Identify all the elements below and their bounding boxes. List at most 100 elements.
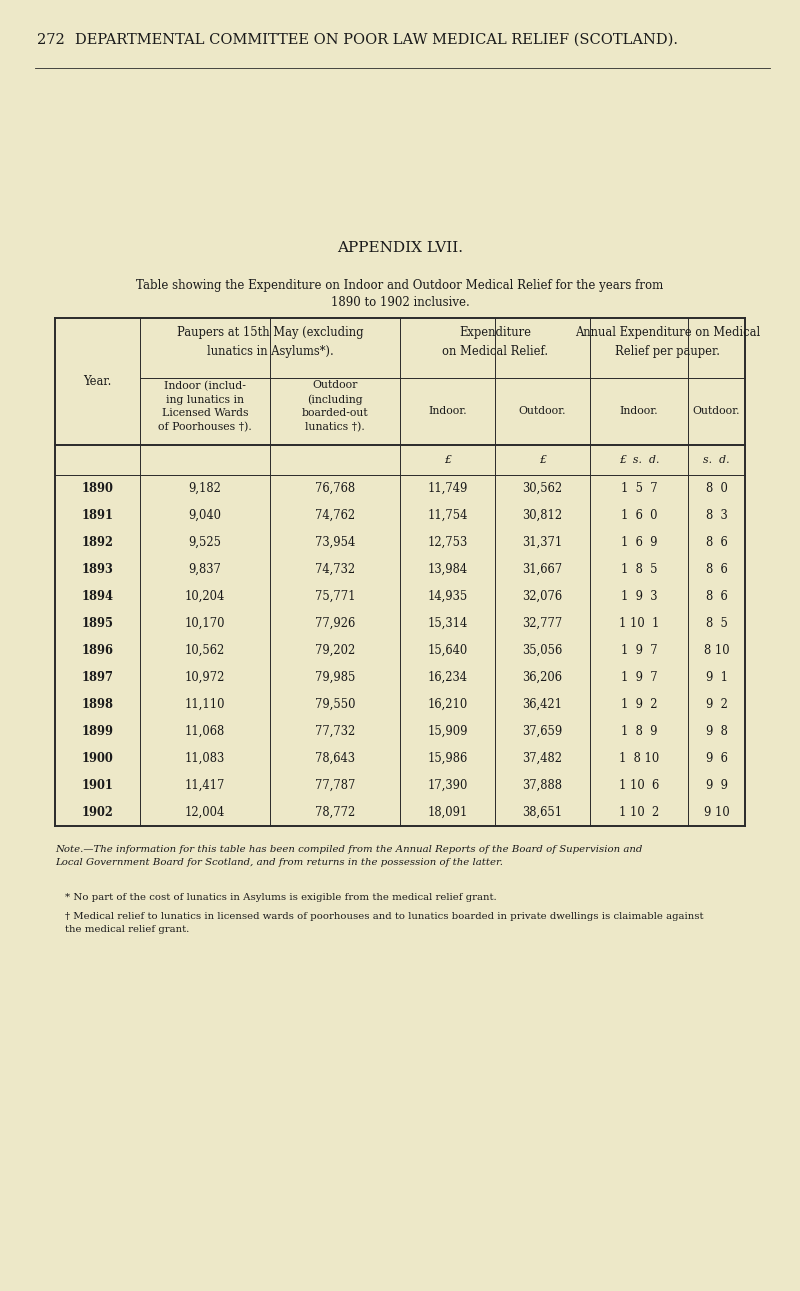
Text: 75,771: 75,771 — [314, 590, 355, 603]
Text: 1902: 1902 — [82, 806, 114, 818]
Text: 11,110: 11,110 — [185, 698, 226, 711]
Text: 1  8  9: 1 8 9 — [621, 726, 658, 738]
Text: 1 10  6: 1 10 6 — [619, 778, 659, 791]
Text: Indoor (includ-
ing lunatics in
Licensed Wards
of Poorhouses †).: Indoor (includ- ing lunatics in Licensed… — [158, 381, 252, 432]
Text: Annual Expenditure on Medical
Relief per pauper.: Annual Expenditure on Medical Relief per… — [575, 327, 760, 358]
Text: 38,651: 38,651 — [522, 806, 562, 818]
Text: 9 10: 9 10 — [704, 806, 730, 818]
Text: 9  8: 9 8 — [706, 726, 727, 738]
Text: 9  1: 9 1 — [706, 671, 727, 684]
Text: 14,935: 14,935 — [427, 590, 468, 603]
Text: 9  6: 9 6 — [706, 751, 727, 766]
Text: 8 10: 8 10 — [704, 644, 730, 657]
Text: 10,972: 10,972 — [185, 671, 225, 684]
Text: Table showing the Expenditure on Indoor and Outdoor Medical Relief for the years: Table showing the Expenditure on Indoor … — [136, 279, 664, 292]
Text: Note.—The information for this table has been compiled from the Annual Reports o: Note.—The information for this table has… — [55, 846, 642, 866]
Text: 73,954: 73,954 — [315, 536, 355, 549]
Text: 79,985: 79,985 — [315, 671, 355, 684]
Text: Outdoor.: Outdoor. — [518, 407, 566, 417]
Text: 1  9  7: 1 9 7 — [621, 644, 658, 657]
Text: s.  d.: s. d. — [703, 454, 730, 465]
Text: 18,091: 18,091 — [427, 806, 468, 818]
Text: £: £ — [444, 454, 451, 465]
Text: 77,926: 77,926 — [315, 617, 355, 630]
Text: 79,202: 79,202 — [315, 644, 355, 657]
Text: 9,837: 9,837 — [189, 563, 222, 576]
Text: 11,754: 11,754 — [427, 509, 468, 522]
Text: 1900: 1900 — [82, 751, 114, 766]
Text: 16,234: 16,234 — [427, 671, 467, 684]
Text: 9,182: 9,182 — [189, 482, 222, 494]
Text: 11,068: 11,068 — [185, 726, 225, 738]
Text: 1  9  7: 1 9 7 — [621, 671, 658, 684]
Text: 1896: 1896 — [82, 644, 114, 657]
Text: 8  0: 8 0 — [706, 482, 727, 494]
Text: 79,550: 79,550 — [314, 698, 355, 711]
Text: 272: 272 — [37, 34, 65, 46]
Text: 15,640: 15,640 — [427, 644, 468, 657]
Text: Year.: Year. — [83, 374, 112, 389]
Text: 32,777: 32,777 — [522, 617, 562, 630]
Text: Paupers at 15th May (excluding
lunatics in Asylums*).: Paupers at 15th May (excluding lunatics … — [177, 327, 363, 358]
Text: 1  8  5: 1 8 5 — [621, 563, 658, 576]
Text: 31,371: 31,371 — [522, 536, 562, 549]
Text: 1 10  1: 1 10 1 — [619, 617, 659, 630]
Text: 77,732: 77,732 — [315, 726, 355, 738]
Text: Expenditure
on Medical Relief.: Expenditure on Medical Relief. — [442, 327, 548, 358]
Text: 1891: 1891 — [82, 509, 114, 522]
Text: 9,040: 9,040 — [189, 509, 222, 522]
Text: 17,390: 17,390 — [427, 778, 468, 791]
Text: 1890: 1890 — [82, 482, 114, 494]
Text: 37,888: 37,888 — [522, 778, 562, 791]
Text: 30,812: 30,812 — [522, 509, 562, 522]
Text: 8  5: 8 5 — [706, 617, 727, 630]
Text: 15,314: 15,314 — [427, 617, 468, 630]
Text: £: £ — [539, 454, 546, 465]
Text: 10,204: 10,204 — [185, 590, 225, 603]
Text: 1894: 1894 — [82, 590, 114, 603]
Text: 35,056: 35,056 — [522, 644, 562, 657]
Text: 1  8 10: 1 8 10 — [619, 751, 659, 766]
Text: 9  9: 9 9 — [706, 778, 727, 791]
Text: 76,768: 76,768 — [315, 482, 355, 494]
Text: 78,772: 78,772 — [315, 806, 355, 818]
Text: 77,787: 77,787 — [315, 778, 355, 791]
Text: 30,562: 30,562 — [522, 482, 562, 494]
Text: 1  6  0: 1 6 0 — [621, 509, 658, 522]
Text: 1  9  2: 1 9 2 — [621, 698, 658, 711]
Text: 8  6: 8 6 — [706, 590, 727, 603]
Text: 1890 to 1902 inclusive.: 1890 to 1902 inclusive. — [330, 296, 470, 309]
Text: 1901: 1901 — [82, 778, 114, 791]
Text: * No part of the cost of lunatics in Asylums is exigible from the medical relief: * No part of the cost of lunatics in Asy… — [65, 893, 497, 902]
Text: 11,083: 11,083 — [185, 751, 225, 766]
Text: 16,210: 16,210 — [427, 698, 468, 711]
Text: 10,170: 10,170 — [185, 617, 226, 630]
Text: DEPARTMENTAL COMMITTEE ON POOR LAW MEDICAL RELIEF (SCOTLAND).: DEPARTMENTAL COMMITTEE ON POOR LAW MEDIC… — [75, 34, 678, 46]
Text: † Medical relief to lunatics in licensed wards of poorhouses and to lunatics boa: † Medical relief to lunatics in licensed… — [65, 911, 703, 933]
Text: APPENDIX LVII.: APPENDIX LVII. — [337, 241, 463, 256]
Text: 1 10  2: 1 10 2 — [619, 806, 659, 818]
Text: 11,417: 11,417 — [185, 778, 225, 791]
Text: 32,076: 32,076 — [522, 590, 562, 603]
Text: 11,749: 11,749 — [427, 482, 468, 494]
Text: 15,909: 15,909 — [427, 726, 468, 738]
Text: £  s.  d.: £ s. d. — [618, 454, 659, 465]
Text: 37,659: 37,659 — [522, 726, 562, 738]
Text: 12,753: 12,753 — [427, 536, 468, 549]
Text: Outdoor
(including
boarded-out
lunatics †).: Outdoor (including boarded-out lunatics … — [302, 381, 368, 432]
Text: 13,984: 13,984 — [427, 563, 467, 576]
Text: 31,667: 31,667 — [522, 563, 562, 576]
Text: 8  3: 8 3 — [706, 509, 727, 522]
Text: 12,004: 12,004 — [185, 806, 225, 818]
Text: 8  6: 8 6 — [706, 563, 727, 576]
Text: 36,206: 36,206 — [522, 671, 562, 684]
Text: 78,643: 78,643 — [315, 751, 355, 766]
Text: 9  2: 9 2 — [706, 698, 727, 711]
Text: 37,482: 37,482 — [522, 751, 562, 766]
Text: Indoor.: Indoor. — [428, 407, 467, 417]
Text: 74,762: 74,762 — [315, 509, 355, 522]
Text: 9,525: 9,525 — [189, 536, 222, 549]
Text: 1898: 1898 — [82, 698, 114, 711]
Text: 36,421: 36,421 — [522, 698, 562, 711]
Text: 1  5  7: 1 5 7 — [621, 482, 658, 494]
